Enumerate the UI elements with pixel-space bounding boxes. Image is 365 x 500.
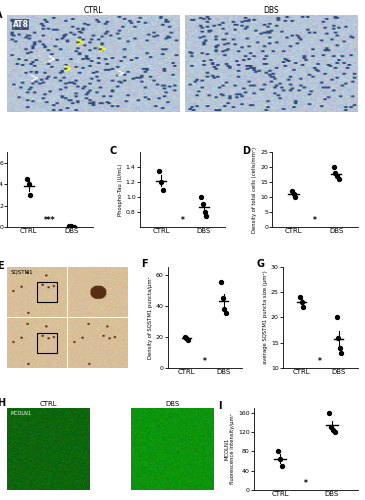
Y-axis label: Phospho-Tau (U/mL): Phospho-Tau (U/mL) [118, 164, 123, 216]
Point [292, 193, 298, 201]
Text: H: H [0, 398, 5, 408]
Y-axis label: Density of total cells (cells/mm²): Density of total cells (cells/mm²) [253, 146, 257, 232]
Point [289, 187, 295, 195]
Point [185, 336, 191, 344]
Point [336, 175, 342, 183]
Point [337, 344, 343, 351]
Point [277, 454, 283, 462]
Point [157, 167, 162, 175]
Point [158, 178, 164, 186]
Point [334, 314, 340, 322]
Point [297, 293, 303, 301]
Point [328, 423, 334, 431]
Text: *: * [318, 357, 322, 366]
Text: *: * [203, 357, 207, 366]
Point [335, 334, 341, 342]
Point [199, 193, 204, 201]
Text: G: G [257, 259, 265, 269]
Point [331, 163, 337, 171]
Point [332, 428, 338, 436]
Point [24, 175, 30, 183]
Text: MCOLN1: MCOLN1 [11, 411, 32, 416]
Text: AT8: AT8 [12, 20, 28, 29]
Text: C: C [110, 146, 117, 156]
Point [200, 200, 206, 208]
Point [219, 278, 224, 286]
Point [222, 305, 227, 313]
Text: SQSTM1: SQSTM1 [10, 270, 33, 274]
Point [160, 186, 166, 194]
Point [220, 294, 226, 302]
Point [183, 334, 189, 342]
Point [326, 408, 331, 416]
Y-axis label: average SQSTM1 puncta size (µm²): average SQSTM1 puncta size (µm²) [263, 270, 268, 364]
Y-axis label: MCOLN1
fluorescence intensity/µm²: MCOLN1 fluorescence intensity/µm² [224, 414, 235, 484]
Point [204, 212, 210, 220]
Point [334, 172, 340, 180]
Point [223, 310, 229, 318]
Text: *: * [313, 216, 317, 226]
Text: D: D [242, 146, 250, 156]
Point [69, 222, 75, 230]
Point [66, 222, 72, 230]
Point [182, 332, 188, 340]
Y-axis label: Density of SQSTM1 puncta/µm²: Density of SQSTM1 puncta/µm² [148, 276, 153, 358]
Title: DBS: DBS [165, 402, 179, 407]
Text: E: E [0, 261, 3, 271]
Title: DBS: DBS [264, 6, 279, 15]
Point [279, 462, 285, 470]
Text: A: A [0, 10, 3, 20]
Text: I: I [218, 401, 221, 411]
Point [27, 191, 33, 199]
Title: CTRL: CTRL [84, 6, 103, 15]
Point [275, 448, 281, 456]
Point [333, 169, 338, 177]
Point [330, 426, 336, 434]
Point [71, 222, 77, 230]
Bar [37, 333, 57, 353]
Text: *: * [181, 216, 184, 226]
Title: CTRL: CTRL [40, 402, 58, 407]
Text: F: F [141, 259, 148, 269]
Point [202, 208, 208, 216]
Point [338, 348, 344, 356]
Text: *: * [304, 480, 308, 488]
Point [300, 303, 306, 311]
Point [68, 222, 73, 230]
Point [26, 180, 32, 188]
Text: ***: *** [44, 216, 56, 226]
Point [291, 190, 296, 198]
Point [299, 298, 304, 306]
Bar [37, 282, 57, 302]
